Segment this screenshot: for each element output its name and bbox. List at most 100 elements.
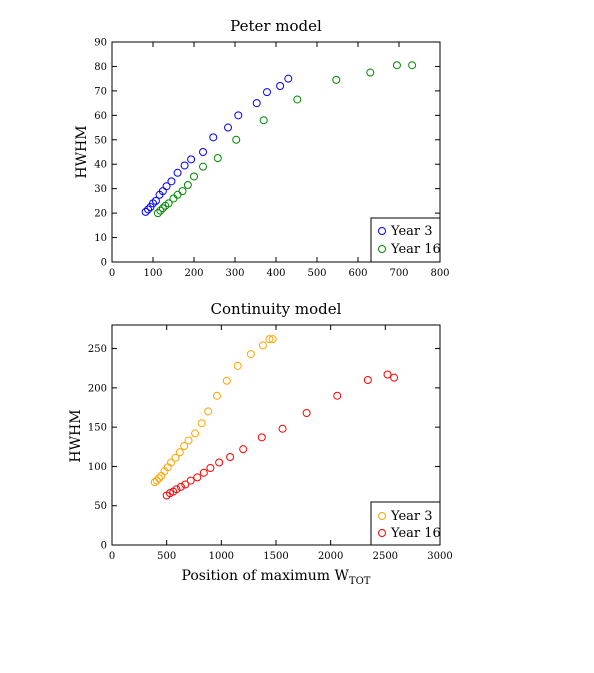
data-point-year-16 xyxy=(199,468,208,477)
data-point-year-3 xyxy=(152,476,161,485)
data-point-year-16 xyxy=(158,204,167,213)
data-point-year-16 xyxy=(257,433,266,442)
y-tick-label: 150 xyxy=(88,423,107,434)
y-tick-label: 20 xyxy=(94,209,107,220)
y-tick-label: 200 xyxy=(88,383,107,394)
data-point-year-3 xyxy=(258,341,267,350)
chart-title: Continuity model xyxy=(211,300,342,318)
data-point-year-16 xyxy=(183,181,192,189)
data-point-year-16 xyxy=(278,424,287,433)
legend-box xyxy=(370,501,441,546)
x-tick-label: 1000 xyxy=(209,551,234,562)
data-point-year-3 xyxy=(191,429,200,438)
data-point-year-3 xyxy=(149,199,157,208)
data-point-year-3 xyxy=(252,99,261,108)
y-tick-label: 250 xyxy=(88,344,107,355)
data-point-year-16 xyxy=(190,172,198,181)
data-point-year-16 xyxy=(153,209,162,218)
y-axis-label: HWHM xyxy=(68,409,84,462)
data-points xyxy=(150,335,399,500)
data-point-year-3 xyxy=(167,458,176,467)
legend: Year 3 Year 16 xyxy=(370,501,441,546)
data-points xyxy=(141,61,417,218)
y-tick-label: 50 xyxy=(94,135,107,146)
data-point-year-16 xyxy=(199,162,208,171)
data-point-year-3 xyxy=(162,182,171,191)
data-point-year-3 xyxy=(151,196,160,205)
data-point-year-16 xyxy=(332,75,341,84)
y-tick-label: 50 xyxy=(94,501,107,512)
x-tick-label: 100 xyxy=(143,268,162,279)
data-point-year-3 xyxy=(167,177,176,186)
data-point-year-16 xyxy=(366,68,375,77)
legend-marker-year-16 xyxy=(378,529,386,537)
data-point-year-16 xyxy=(186,476,195,485)
axis-ticks: 0 100 200 300 400 500 600 700 800 0 10 20 30 40 50 60 70… xyxy=(94,38,449,280)
x-tick-label: 500 xyxy=(157,551,176,562)
data-point-year-3 xyxy=(246,350,255,359)
data-point-year-3 xyxy=(150,478,159,487)
data-point-year-16 xyxy=(178,187,187,196)
x-tick-label: 2000 xyxy=(318,551,343,562)
data-point-year-3 xyxy=(222,376,231,385)
legend-marker-year-3 xyxy=(378,512,386,520)
x-axis-label: Position of maximum WTOT xyxy=(182,568,371,587)
data-point-year-16 xyxy=(408,61,417,70)
data-point-year-16 xyxy=(176,482,185,491)
x-tick-label: 500 xyxy=(307,268,326,279)
data-point-year-3 xyxy=(204,407,213,416)
data-point-year-16 xyxy=(259,116,268,125)
y-tick-label: 10 xyxy=(94,233,107,244)
data-point-year-3 xyxy=(262,88,271,97)
legend-label-year-3: Year 3 xyxy=(390,224,433,239)
data-point-year-16 xyxy=(363,376,372,384)
data-point-year-3 xyxy=(199,148,208,156)
x-tick-label: 0 xyxy=(109,551,115,562)
x-axis-label-main: Position of maximum W xyxy=(182,568,350,584)
continuity-model-panel: Continuity model 0 500 1000 1500 2000 2500 300… xyxy=(68,300,453,587)
data-point-year-3 xyxy=(171,453,180,462)
y-tick-label: 30 xyxy=(94,184,107,195)
x-tick-label: 3000 xyxy=(427,551,452,562)
data-point-year-16 xyxy=(390,373,399,382)
data-point-year-3 xyxy=(180,161,189,170)
data-point-year-16 xyxy=(383,370,392,379)
data-point-year-16 xyxy=(333,391,342,400)
data-point-year-3 xyxy=(141,207,150,216)
x-tick-label: 300 xyxy=(225,268,244,279)
legend-marker-year-3 xyxy=(378,227,386,235)
x-tick-label: 800 xyxy=(430,268,449,279)
x-tick-label: 200 xyxy=(184,268,203,279)
x-axis-label-subscript: TOT xyxy=(349,576,371,587)
x-tick-label: 600 xyxy=(348,268,367,279)
legend: Year 3 Year 16 xyxy=(370,217,441,263)
data-point-year-16 xyxy=(181,480,190,489)
data-point-year-16 xyxy=(392,61,401,70)
data-point-year-16 xyxy=(169,194,178,203)
y-tick-label: 80 xyxy=(94,62,107,73)
legend-marker-year-16 xyxy=(378,245,386,253)
data-point-year-3 xyxy=(173,168,182,177)
data-point-year-3 xyxy=(265,335,274,344)
data-point-year-16 xyxy=(232,135,241,144)
axis-ticks: 0 500 1000 1500 2000 2500 3000 0 50 100 150 200 250 xyxy=(88,325,453,562)
y-tick-label: 100 xyxy=(88,462,107,473)
data-point-year-16 xyxy=(293,95,302,104)
y-axis-label: HWHM xyxy=(74,125,90,178)
data-point-year-3 xyxy=(155,474,164,483)
data-point-year-16 xyxy=(206,464,215,472)
y-tick-label: 0 xyxy=(101,541,107,552)
legend-label-year-3: Year 3 xyxy=(390,509,433,524)
data-point-year-16 xyxy=(213,154,222,163)
data-point-year-16 xyxy=(172,485,181,494)
y-tick-label: 40 xyxy=(94,160,107,171)
data-point-year-3 xyxy=(234,111,243,120)
y-tick-label: 90 xyxy=(94,38,107,49)
y-tick-label: 60 xyxy=(94,111,107,122)
legend-box xyxy=(370,217,441,263)
data-point-year-16 xyxy=(164,199,173,208)
y-tick-label: 70 xyxy=(94,86,107,97)
x-tick-label: 700 xyxy=(389,268,408,279)
x-tick-label: 1500 xyxy=(263,551,288,562)
